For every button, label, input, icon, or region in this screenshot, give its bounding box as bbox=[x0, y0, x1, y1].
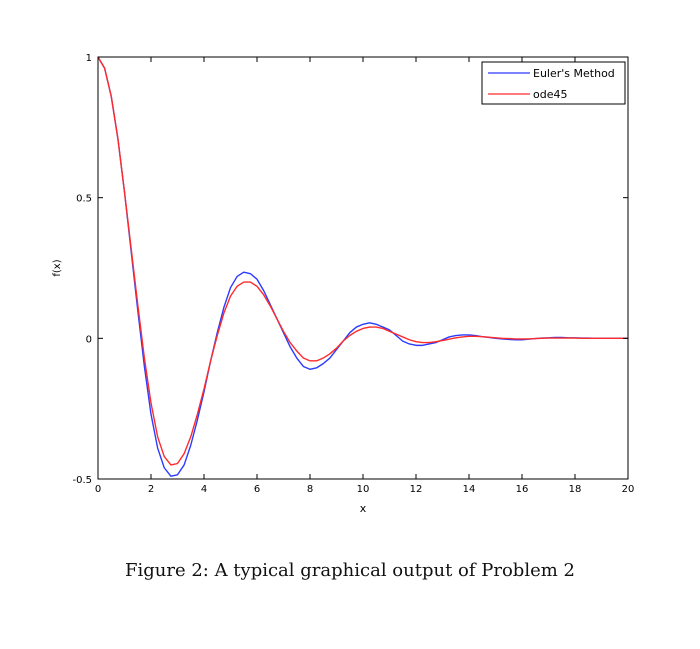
y-axis-label: f(x) bbox=[52, 259, 63, 276]
figure-caption: Figure 2: A typical graphical output of … bbox=[125, 560, 575, 581]
line-chart: 0 2 4 6 8 10 12 14 16 18 20-0.500.51 x f(x) Euler'… bbox=[52, 53, 634, 515]
x-axis-label: x bbox=[360, 502, 367, 515]
legend-label-euler: Euler's Method bbox=[533, 67, 615, 80]
x-tick-label: 0 bbox=[95, 484, 101, 495]
x-tick-label: 12 bbox=[410, 484, 423, 495]
plot-area bbox=[98, 57, 628, 479]
series-layer bbox=[97, 56, 628, 477]
y-tick-label: 0 bbox=[86, 334, 92, 345]
legend: Euler's Method ode45 bbox=[481, 61, 626, 105]
y-tick-label: 0.5 bbox=[76, 194, 92, 205]
x-tick-label: 2 bbox=[148, 484, 154, 495]
x-tick-label: 8 bbox=[307, 484, 313, 495]
x-tick-label: 14 bbox=[463, 484, 476, 495]
x-tick-label: 18 bbox=[569, 484, 582, 495]
x-tick-label: 10 bbox=[357, 484, 370, 495]
x-tick-label: 4 bbox=[201, 484, 207, 495]
x-tick-label: 16 bbox=[516, 484, 529, 495]
legend-box bbox=[481, 61, 626, 105]
y-tick-label: -0.5 bbox=[72, 475, 92, 486]
ticks-layer: 0 2 4 6 8 10 12 14 16 18 20-0.500.51 bbox=[72, 53, 634, 495]
legend-label-ode45: ode45 bbox=[533, 88, 567, 101]
series-line-ode45 bbox=[97, 56, 628, 466]
x-tick-label: 6 bbox=[254, 484, 260, 495]
y-tick-label: 1 bbox=[86, 53, 92, 64]
x-tick-label: 20 bbox=[622, 484, 635, 495]
axes-box bbox=[97, 56, 629, 480]
